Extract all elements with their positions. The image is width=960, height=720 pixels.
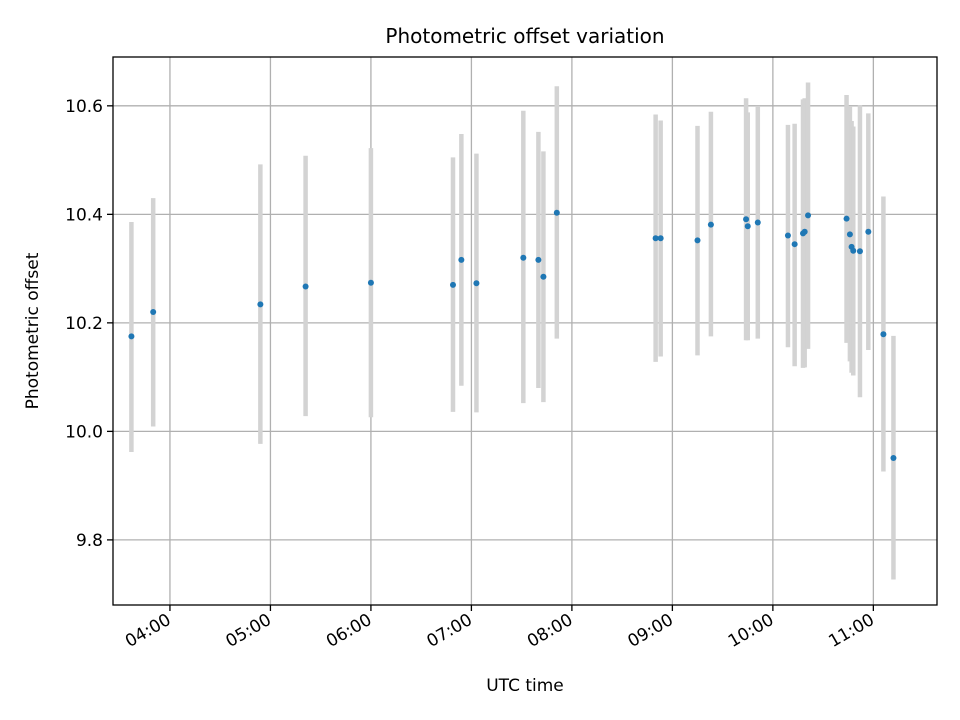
data-point — [535, 256, 542, 263]
data-point — [520, 254, 527, 261]
data-point — [707, 221, 714, 228]
y-tick-label: 10.4 — [65, 205, 103, 225]
data-point — [302, 283, 309, 290]
y-tick-label: 10.0 — [65, 422, 103, 442]
data-point — [890, 454, 897, 461]
data-point — [553, 209, 560, 216]
data-point — [880, 331, 887, 338]
data-point — [805, 212, 812, 219]
data-point — [150, 309, 157, 316]
y-axis-ticks: 9.8 10.0 10.2 10.4 10.6 — [65, 97, 113, 551]
y-tick-label: 10.2 — [65, 314, 103, 334]
y-tick-label: 10.6 — [65, 97, 103, 117]
x-axis-label: UTC time — [486, 676, 564, 696]
data-point — [257, 301, 264, 308]
data-point — [843, 215, 850, 222]
data-point — [128, 333, 135, 340]
data-point — [846, 231, 853, 238]
data-point — [652, 235, 659, 242]
y-axis-label: Photometric offset — [23, 252, 43, 409]
data-point — [540, 273, 547, 280]
y-tick-label: 9.8 — [76, 531, 103, 551]
plot-frame — [112, 56, 938, 606]
data-point — [458, 256, 465, 263]
data-point — [754, 219, 761, 226]
data-point — [850, 247, 857, 254]
data-point — [449, 281, 456, 288]
chart-title: Photometric offset variation — [385, 24, 664, 48]
data-points — [128, 209, 897, 461]
data-point — [367, 279, 374, 286]
data-point — [657, 235, 664, 242]
data-point — [791, 241, 798, 248]
data-point — [801, 228, 808, 235]
data-point — [743, 216, 750, 223]
data-point — [473, 280, 480, 287]
data-point — [694, 237, 701, 244]
data-point — [856, 248, 863, 255]
grid — [113, 57, 937, 605]
data-point — [784, 232, 791, 239]
data-point — [865, 228, 872, 235]
data-point — [744, 223, 751, 230]
